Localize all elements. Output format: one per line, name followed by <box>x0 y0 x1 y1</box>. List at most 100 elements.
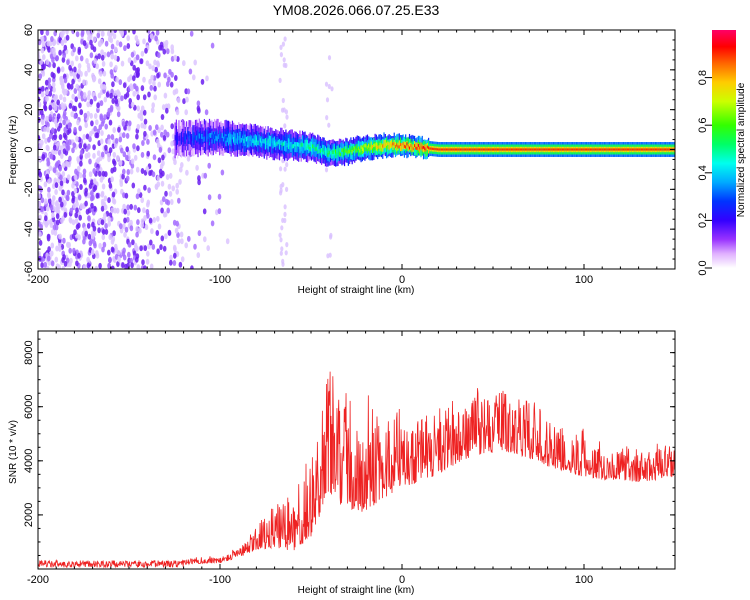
noise-blob <box>149 84 154 91</box>
noise-blob <box>172 260 177 266</box>
ridge-cell <box>189 134 191 140</box>
noise-blob <box>140 50 145 57</box>
ridge-cell <box>406 142 408 146</box>
ridge-cell <box>220 136 222 142</box>
noise-blob <box>98 262 102 269</box>
noise-blob <box>282 62 286 68</box>
noise-blob <box>126 204 130 211</box>
x-tick-label: 100 <box>575 274 593 286</box>
noise-blob <box>107 36 112 42</box>
noise-blob <box>203 236 207 243</box>
ridge-cell <box>308 144 310 149</box>
noise-blob <box>225 238 230 245</box>
noise-blob <box>61 30 65 36</box>
noise-blob <box>146 201 150 208</box>
ridge-cell <box>428 146 430 150</box>
ridge-cell <box>294 141 296 152</box>
ridge-cell <box>435 148 437 151</box>
noise-blob <box>93 125 97 132</box>
colorbar-tick-label: 0.2 <box>697 213 709 228</box>
noise-blob <box>68 102 73 109</box>
noise-blob <box>78 172 83 179</box>
ridge-cell <box>587 148 589 151</box>
ridge-cell <box>213 134 216 140</box>
noise-blob <box>62 52 67 59</box>
noise-blob <box>153 59 157 66</box>
noise-blob <box>132 30 136 35</box>
noise-blob <box>93 58 98 65</box>
noise-blob <box>166 48 170 55</box>
noise-blob <box>38 73 43 80</box>
noise-blob <box>97 53 101 60</box>
noise-blob <box>135 256 139 263</box>
noise-blob <box>72 46 76 53</box>
ridge-cell <box>383 140 385 149</box>
ridge-cell <box>180 131 183 145</box>
ridge-cell <box>476 148 478 151</box>
noise-blob <box>124 263 128 269</box>
noise-blob <box>43 126 47 133</box>
ridge-cell <box>332 150 334 155</box>
noise-blob <box>200 78 205 85</box>
ridge-cell <box>566 148 569 151</box>
noise-blob <box>121 173 125 180</box>
ridge-cell <box>408 146 411 150</box>
ridge-cell <box>588 148 590 151</box>
ridge-cell <box>582 148 584 151</box>
noise-blob <box>77 252 81 259</box>
ridge-cell <box>185 133 188 147</box>
noise-blob <box>69 70 73 77</box>
ridge-cell <box>304 139 306 150</box>
ridge-cell <box>424 147 426 151</box>
noise-blob <box>77 194 82 201</box>
ridge-cell <box>236 136 239 141</box>
noise-blob <box>45 59 50 66</box>
noise-blob <box>203 172 208 179</box>
noise-blob <box>54 256 59 263</box>
noise-blob <box>73 113 77 119</box>
ridge-cell <box>650 148 653 151</box>
noise-blob <box>163 72 167 79</box>
ridge-cell <box>287 144 290 149</box>
ridge-cell <box>343 146 346 156</box>
ridge-cell <box>606 148 608 151</box>
ridge-cell <box>397 145 399 149</box>
noise-blob <box>154 35 158 42</box>
noise-blob <box>136 38 140 45</box>
noise-blob <box>68 64 72 71</box>
noise-blob <box>168 172 173 179</box>
noise-blob <box>100 130 104 136</box>
ridge-cell <box>280 140 282 145</box>
noise-blob <box>73 229 77 236</box>
chart-title: YM08.2026.066.07.25.E33 <box>273 2 440 18</box>
ridge-cell <box>226 130 228 143</box>
ridge-cell <box>652 148 654 151</box>
noise-blob <box>178 261 183 268</box>
noise-blob <box>115 154 120 161</box>
snr-series-line <box>38 371 675 569</box>
y-tick-label: -60 <box>23 261 35 277</box>
noise-blob <box>114 46 118 53</box>
ridge-cell <box>296 142 298 153</box>
noise-blob <box>89 39 93 46</box>
ridge-cell <box>349 149 351 154</box>
noise-blob <box>67 83 71 90</box>
ridge-cell <box>575 148 578 151</box>
ridge-cell <box>249 136 251 142</box>
ridge-cell <box>291 144 293 149</box>
noise-blob <box>87 215 91 222</box>
noise-blob <box>119 181 124 187</box>
noise-blob <box>87 233 92 240</box>
noise-blob <box>114 64 118 71</box>
noise-blob <box>148 125 152 131</box>
noise-blob <box>44 137 48 144</box>
noise-blob <box>150 107 155 114</box>
noise-blob <box>140 222 144 229</box>
noise-blob <box>128 120 132 127</box>
ridge-cell <box>434 147 436 151</box>
ridge-cell <box>477 148 479 151</box>
noise-blob <box>185 96 189 103</box>
noise-blob <box>38 87 42 94</box>
noise-blob <box>51 127 55 134</box>
ridge-cell <box>473 148 476 151</box>
